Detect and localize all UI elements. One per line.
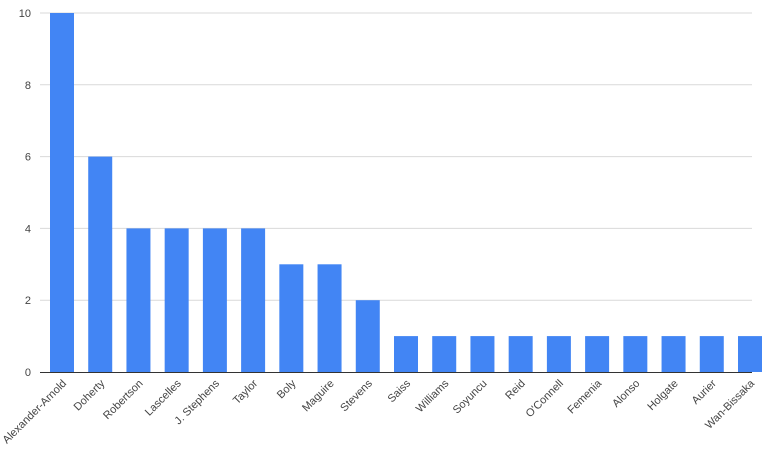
bar [432,336,457,372]
bar [317,264,342,372]
bar [164,228,189,372]
x-tick-label: Soyuncu [451,378,490,417]
bar [279,264,304,372]
y-tick-label: 0 [25,367,31,379]
y-tick-label: 4 [25,223,31,235]
bar [699,336,724,372]
x-tick-label: Taylor [231,377,260,406]
bar [546,336,571,372]
bar [585,336,610,372]
x-tick-label: Alexander-Arnold [1,378,70,447]
y-tick-label: 6 [25,152,31,164]
x-tick-label: Stevens [338,377,375,414]
bar [202,228,227,372]
x-tick-label: Williams [414,377,452,415]
x-tick-label: Doherty [72,377,108,413]
x-tick-label: Boly [275,377,299,401]
gridlines [40,12,752,301]
x-tick-label: Reid [503,378,527,402]
x-tick-label: Femenia [565,377,604,416]
bar [470,336,495,372]
bar [88,156,113,372]
bar [394,336,418,372]
y-axis-tick-labels: 0 2 4 6 8 10 [19,8,31,379]
x-tick-label: Robertson [101,378,145,422]
bar [661,336,686,372]
y-tick-label: 2 [25,295,31,307]
bar [623,336,648,372]
y-tick-label: 10 [19,8,31,20]
bar [241,228,266,372]
y-tick-label: 8 [25,80,31,92]
x-tick-label: O'Connell [524,378,566,420]
bars [50,13,762,372]
bar [508,336,533,372]
bar [126,228,151,372]
x-tick-label: Aurier [690,377,719,406]
bar [355,300,380,372]
x-tick-label: Saiss [386,377,414,405]
x-tick-label: Alonso [610,378,642,410]
x-axis-tick-labels: Alexander-Arnold DohertyRobertsonLascelle… [1,377,758,446]
bar [738,336,762,372]
x-tick-label: Holgate [645,378,680,413]
bar [50,13,74,372]
x-tick-label: Maguire [300,378,337,415]
